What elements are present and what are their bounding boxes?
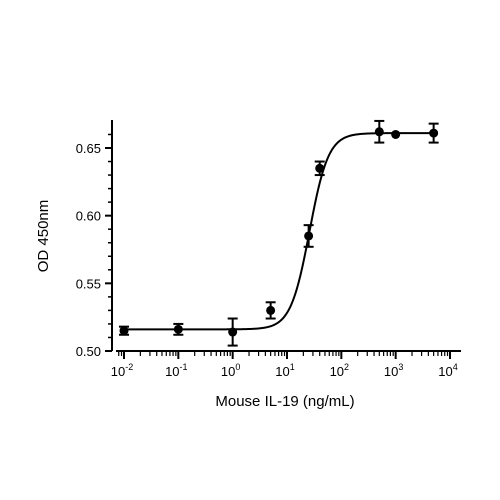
- point-marker: [228, 327, 238, 337]
- x-tick-label: 10-2: [111, 362, 133, 379]
- x-tick-label: 104: [438, 362, 457, 379]
- x-tick-label: 100: [221, 362, 240, 379]
- y-axis-label: OD 450nm: [35, 200, 52, 273]
- fit-curve-layer: [124, 132, 434, 331]
- y-tick-label: 0.55: [76, 276, 101, 291]
- point-marker: [173, 324, 183, 334]
- data-point: [428, 122, 439, 144]
- data-point: [265, 301, 276, 320]
- y-tick-label: 0.65: [76, 141, 101, 156]
- point-marker: [266, 305, 276, 315]
- point-marker: [429, 128, 439, 138]
- axes: 0.50 0.55 0.60 0.65 10-2 10-1 100 101 102 103 104: [76, 120, 461, 379]
- data-point: [391, 129, 401, 139]
- point-marker: [374, 127, 384, 137]
- y-tick-label: 0.60: [76, 209, 101, 224]
- y-tick-label: 0.50: [76, 344, 101, 359]
- data-points-layer: [119, 119, 439, 347]
- data-point: [314, 160, 325, 177]
- data-point: [119, 325, 129, 336]
- data-point: [173, 322, 184, 336]
- point-marker: [391, 129, 401, 139]
- x-tick-label: 101: [275, 362, 294, 379]
- data-point: [374, 119, 385, 144]
- data-point: [303, 224, 314, 248]
- x-axis-label: Mouse IL-19 (ng/mL): [215, 393, 354, 410]
- point-marker: [119, 326, 129, 336]
- data-point: [227, 317, 238, 347]
- x-tick-label: 102: [330, 362, 349, 379]
- x-tick-label: 103: [384, 362, 403, 379]
- x-tick-label: 10-1: [165, 362, 187, 379]
- fit-curve: [124, 132, 434, 331]
- point-marker: [315, 163, 325, 173]
- point-marker: [304, 231, 314, 241]
